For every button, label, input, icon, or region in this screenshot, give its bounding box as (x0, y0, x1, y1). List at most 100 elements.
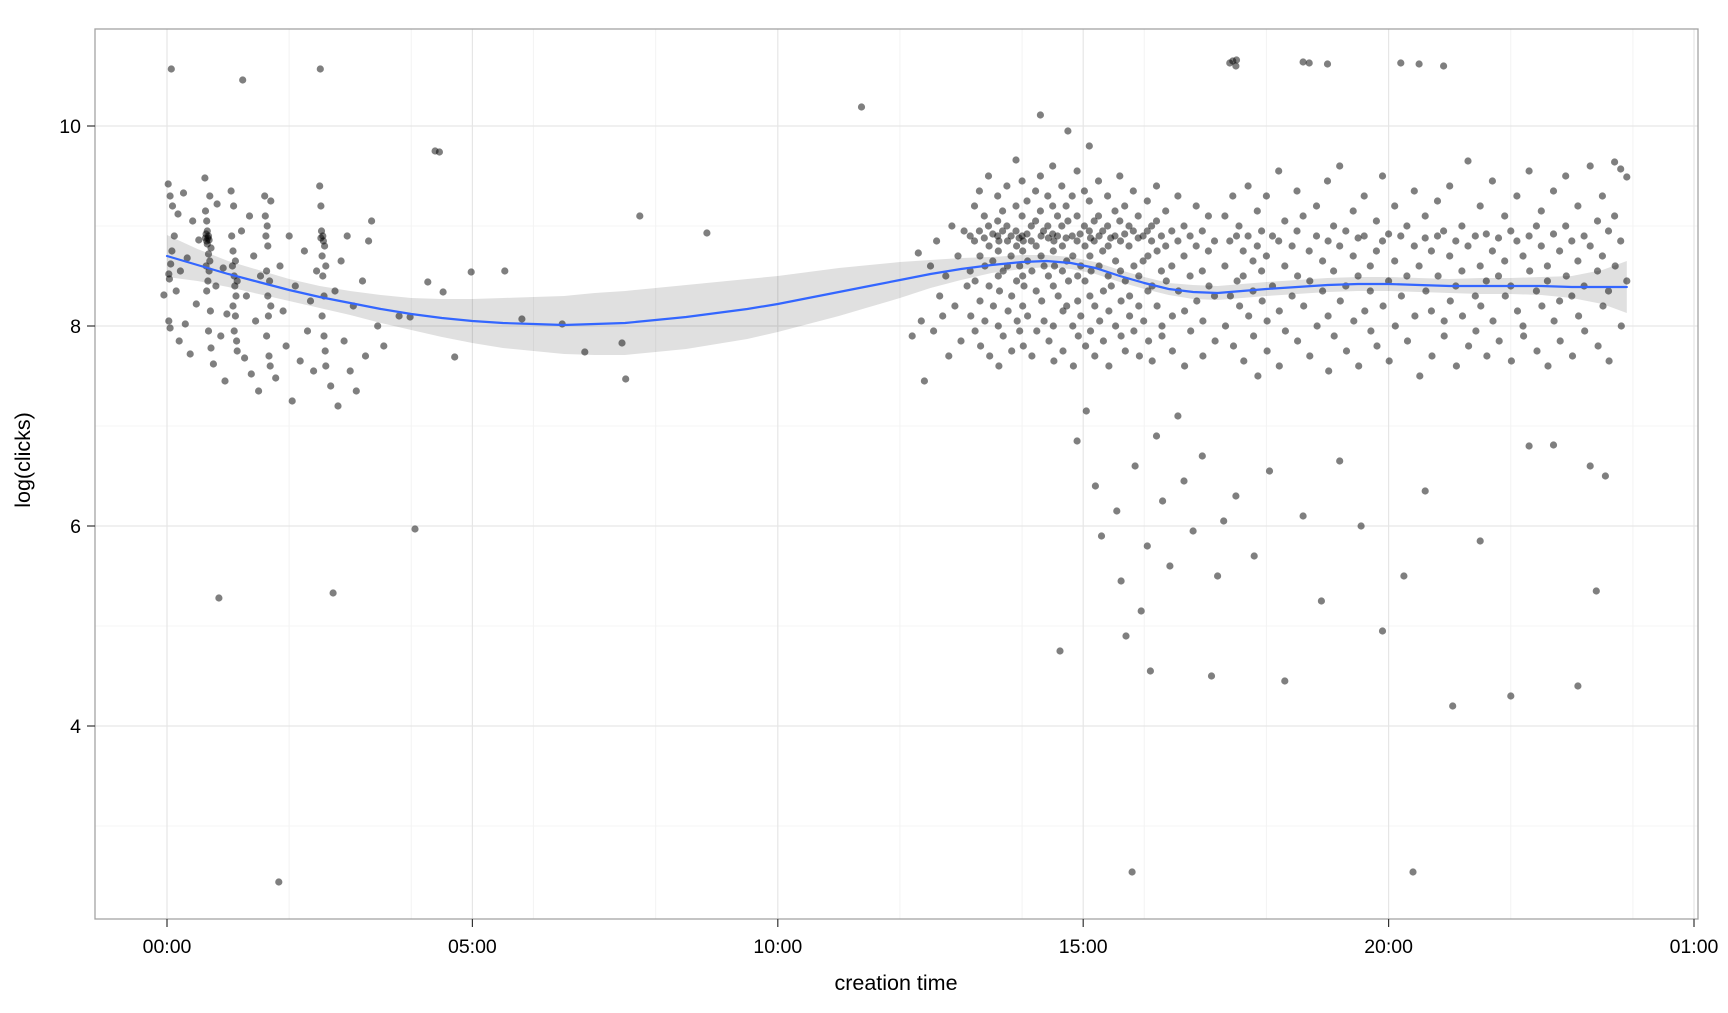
data-point (1058, 222, 1066, 230)
data-point (1162, 242, 1170, 250)
data-point (1367, 327, 1375, 335)
data-point (1400, 572, 1408, 580)
data-point (1027, 222, 1035, 230)
data-point (1617, 165, 1625, 173)
data-point (1427, 307, 1435, 315)
data-point (261, 192, 269, 200)
data-point (275, 878, 283, 886)
data-point (1543, 262, 1551, 270)
data-point (1575, 312, 1583, 320)
data-point (976, 297, 984, 305)
data-point (165, 317, 173, 325)
data-point (1187, 327, 1195, 335)
data-point (1449, 702, 1457, 710)
data-point (1081, 277, 1089, 285)
data-point (1214, 572, 1222, 580)
data-point (1336, 242, 1344, 250)
data-point (1336, 297, 1344, 305)
data-point (1464, 157, 1472, 165)
data-point (999, 267, 1007, 275)
data-point (1121, 230, 1129, 238)
data-point (1357, 522, 1365, 530)
data-point (1317, 597, 1325, 605)
data-point (936, 292, 944, 300)
data-point (995, 237, 1003, 245)
data-points (160, 56, 1631, 886)
minor-gridlines (95, 29, 1698, 919)
data-point (168, 247, 176, 255)
data-point (340, 337, 348, 345)
data-point (984, 222, 993, 230)
data-point (1507, 227, 1515, 235)
data-point (1063, 302, 1071, 310)
data-point (1323, 60, 1332, 68)
data-point (1476, 202, 1484, 210)
data-point (1007, 232, 1015, 240)
data-point (1330, 332, 1338, 340)
data-point (1085, 227, 1093, 235)
data-point (1233, 277, 1241, 285)
data-point (622, 375, 630, 383)
data-point (1294, 272, 1302, 280)
data-point (1094, 212, 1103, 220)
data-point (206, 192, 214, 200)
data-point (1003, 237, 1012, 245)
data-point (1483, 352, 1491, 360)
data-point (1458, 222, 1466, 230)
data-point (980, 212, 988, 220)
data-point (346, 367, 354, 375)
data-point (1049, 202, 1057, 210)
data-point (1299, 212, 1307, 220)
data-point (1036, 172, 1044, 180)
data-point (1410, 242, 1418, 250)
data-point (1130, 262, 1138, 270)
data-point (1319, 257, 1327, 265)
data-point (320, 332, 328, 340)
data-point (1032, 187, 1040, 195)
data-point (1501, 292, 1509, 300)
data-point (1372, 247, 1380, 255)
data-point (365, 237, 373, 245)
data-point (203, 217, 211, 225)
data-point (581, 348, 589, 356)
data-point (989, 302, 998, 310)
data-point (1281, 677, 1289, 685)
data-point (1044, 272, 1052, 280)
data-point (1593, 217, 1602, 225)
data-point (1193, 297, 1201, 305)
data-point (1342, 347, 1351, 355)
data-point (1598, 252, 1606, 260)
data-point (1421, 234, 1429, 242)
data-point (1281, 217, 1289, 225)
data-point (1244, 182, 1252, 190)
data-point (1024, 312, 1032, 320)
data-point (264, 292, 272, 300)
data-point (1562, 272, 1570, 280)
data-point (1372, 217, 1380, 225)
data-point (999, 332, 1007, 340)
data-point (1513, 237, 1521, 245)
data-point (1019, 247, 1027, 255)
data-point (1574, 682, 1582, 690)
data-point (1305, 247, 1313, 255)
data-point (1044, 222, 1052, 230)
data-point (303, 327, 312, 335)
data-point (1281, 327, 1289, 335)
data-point (1131, 462, 1139, 470)
data-point (1324, 312, 1332, 320)
data-point (1574, 257, 1582, 265)
data-point (1157, 232, 1165, 240)
data-point (1049, 282, 1057, 290)
data-point (1593, 267, 1602, 275)
data-point (1586, 462, 1594, 470)
data-point (264, 312, 272, 320)
data-point (1049, 322, 1057, 330)
data-point (1013, 277, 1021, 285)
data-point (1355, 362, 1363, 370)
data-point (174, 210, 182, 218)
data-point (176, 267, 184, 275)
data-point (1117, 297, 1125, 305)
data-point (1391, 202, 1399, 210)
data-point (1148, 357, 1156, 365)
data-point (1434, 272, 1442, 280)
